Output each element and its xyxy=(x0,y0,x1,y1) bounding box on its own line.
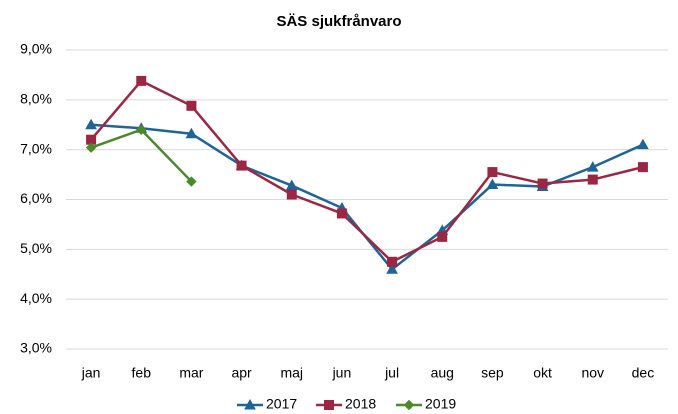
y-tick-label: 3,0% xyxy=(20,340,52,356)
x-tick-label: apr xyxy=(231,365,252,381)
data-point xyxy=(637,138,649,150)
data-point xyxy=(487,167,498,178)
data-point xyxy=(537,178,548,189)
x-tick-label: aug xyxy=(431,365,454,381)
data-point xyxy=(85,142,97,153)
data-point xyxy=(387,256,398,267)
y-tick-label: 7,0% xyxy=(20,140,52,156)
data-point xyxy=(185,127,198,139)
y-tick-label: 6,0% xyxy=(20,190,52,206)
x-tick-label: nov xyxy=(581,365,604,381)
data-point xyxy=(437,231,448,242)
data-point xyxy=(587,174,598,185)
data-point xyxy=(637,162,648,173)
x-tick-label: maj xyxy=(280,365,303,381)
y-tick-label: 9,0% xyxy=(20,41,52,57)
x-tick-label: jan xyxy=(81,365,101,381)
x-tick-label: okt xyxy=(533,365,552,381)
x-tick-label: jul xyxy=(384,365,399,381)
legend-label: 2019 xyxy=(425,396,456,412)
legend-marker xyxy=(324,400,334,410)
chart-title: SÄS sjukfrånvaro xyxy=(276,13,401,30)
data-point xyxy=(136,124,147,135)
data-point xyxy=(186,176,197,187)
data-point xyxy=(486,178,499,190)
x-tick-label: feb xyxy=(132,365,152,381)
x-tick-label: jun xyxy=(332,365,352,381)
series-line xyxy=(90,123,644,271)
y-tick-label: 5,0% xyxy=(20,240,52,256)
data-point xyxy=(85,118,97,130)
data-point xyxy=(286,189,297,200)
x-tick-label: dec xyxy=(632,365,655,381)
series-line xyxy=(90,128,193,183)
legend-label: 2017 xyxy=(266,396,297,412)
y-tick-label: 4,0% xyxy=(20,290,52,306)
legend-marker xyxy=(244,398,256,410)
data-point xyxy=(186,100,197,111)
series-line xyxy=(90,79,644,264)
x-tick-label: sep xyxy=(481,365,504,381)
data-point xyxy=(386,263,398,274)
x-tick-label: mar xyxy=(179,365,203,381)
legend-marker xyxy=(403,399,415,411)
data-point xyxy=(586,161,599,172)
data-point xyxy=(236,160,247,171)
data-point xyxy=(336,208,347,219)
legend-label: 2018 xyxy=(345,396,376,412)
y-tick-label: 8,0% xyxy=(20,91,52,107)
data-point xyxy=(136,75,147,86)
